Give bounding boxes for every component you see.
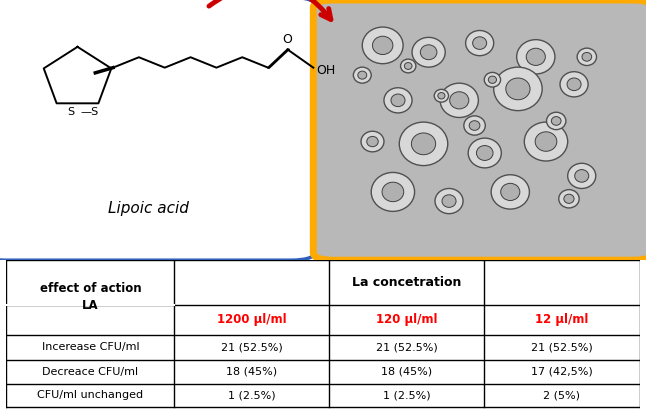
Ellipse shape [373, 36, 393, 55]
Ellipse shape [560, 72, 588, 97]
Ellipse shape [358, 71, 367, 79]
Ellipse shape [399, 122, 448, 166]
Ellipse shape [440, 83, 479, 118]
Ellipse shape [401, 59, 416, 73]
Ellipse shape [361, 131, 384, 152]
Text: Incerease CFU/ml: Incerease CFU/ml [41, 342, 139, 352]
Ellipse shape [450, 92, 469, 109]
Text: 1200 µl/ml: 1200 µl/ml [217, 313, 287, 326]
Text: La concetration: La concetration [352, 276, 462, 289]
Text: Lipoic acid: Lipoic acid [108, 201, 189, 216]
Ellipse shape [382, 182, 404, 202]
Ellipse shape [353, 67, 371, 83]
Text: 1 (2.5%): 1 (2.5%) [228, 390, 276, 401]
Ellipse shape [525, 122, 568, 161]
Text: 18 (45%): 18 (45%) [226, 367, 277, 377]
Ellipse shape [412, 37, 445, 67]
Ellipse shape [501, 183, 520, 200]
Text: 21 (52.5%): 21 (52.5%) [376, 342, 438, 352]
Text: 1 (2.5%): 1 (2.5%) [383, 390, 431, 401]
Ellipse shape [391, 94, 405, 107]
Ellipse shape [582, 52, 592, 61]
Ellipse shape [577, 48, 596, 66]
Ellipse shape [491, 175, 530, 209]
Ellipse shape [468, 138, 501, 168]
Text: 17 (42,5%): 17 (42,5%) [531, 367, 593, 377]
Ellipse shape [362, 27, 403, 64]
Text: —S: —S [81, 107, 99, 117]
Ellipse shape [535, 132, 557, 151]
Text: 21 (52.5%): 21 (52.5%) [221, 342, 283, 352]
Ellipse shape [473, 37, 486, 50]
Ellipse shape [367, 136, 378, 147]
Text: O: O [282, 33, 293, 45]
Ellipse shape [575, 170, 589, 182]
Ellipse shape [506, 78, 530, 100]
Text: 18 (45%): 18 (45%) [381, 367, 432, 377]
Ellipse shape [517, 40, 555, 74]
Ellipse shape [421, 45, 437, 60]
Ellipse shape [469, 121, 480, 131]
Ellipse shape [435, 188, 463, 214]
Text: Decreace CFU/ml: Decreace CFU/ml [42, 367, 138, 377]
Ellipse shape [488, 76, 497, 83]
Text: S: S [67, 107, 74, 117]
FancyBboxPatch shape [313, 0, 646, 260]
Text: 2 (5%): 2 (5%) [543, 390, 581, 401]
Ellipse shape [484, 72, 501, 87]
Ellipse shape [551, 116, 561, 125]
Ellipse shape [371, 173, 415, 211]
Ellipse shape [438, 93, 445, 99]
Text: effect of action
LA: effect of action LA [39, 282, 141, 312]
Ellipse shape [567, 78, 581, 90]
Ellipse shape [526, 48, 545, 65]
Ellipse shape [477, 145, 493, 160]
Ellipse shape [559, 190, 579, 208]
Text: 120 µl/ml: 120 µl/ml [376, 313, 437, 326]
Ellipse shape [564, 194, 574, 203]
Text: 12 µl/ml: 12 µl/ml [536, 313, 589, 326]
Ellipse shape [434, 89, 448, 102]
Ellipse shape [568, 163, 596, 188]
FancyBboxPatch shape [0, 0, 317, 260]
Ellipse shape [547, 112, 566, 130]
Ellipse shape [464, 116, 485, 135]
Text: 21 (52.5%): 21 (52.5%) [531, 342, 593, 352]
Ellipse shape [384, 88, 412, 113]
Text: CFU/ml unchanged: CFU/ml unchanged [37, 390, 143, 401]
Ellipse shape [466, 31, 494, 56]
Ellipse shape [412, 133, 435, 155]
Ellipse shape [442, 195, 456, 207]
Ellipse shape [494, 67, 542, 111]
Text: OH: OH [317, 64, 336, 77]
Ellipse shape [404, 62, 412, 69]
